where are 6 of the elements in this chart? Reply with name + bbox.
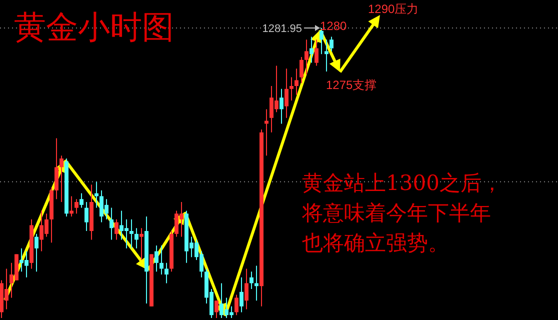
annotation: 1281.95 — [262, 23, 302, 35]
text: 1290压力 — [368, 2, 419, 16]
chart-title: 黄金小时图 — [14, 8, 174, 46]
annotation: 1280 — [320, 19, 348, 33]
annotation: 黄金站上1300之后，将意味着今年下半年也将确立强势。 — [301, 171, 502, 255]
annotation: 1275支撑 — [326, 78, 377, 92]
